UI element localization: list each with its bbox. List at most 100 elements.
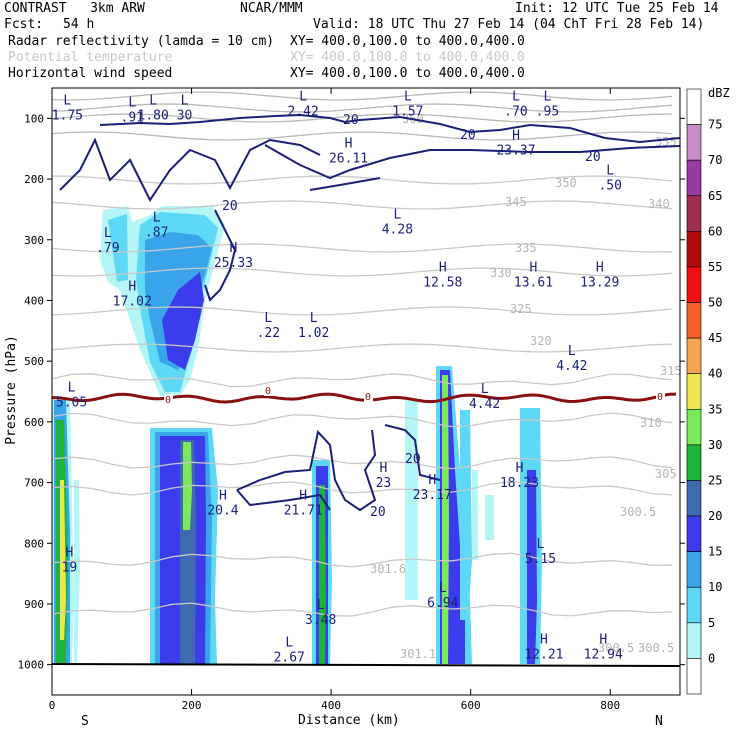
forecast-hours: 54 h (63, 17, 95, 32)
extremum-type: H (345, 137, 353, 152)
colorbar-level-label: 50 (708, 296, 722, 310)
field-3-xy: XY= 400.0,100.0 to 400.0,400.0 (290, 66, 525, 81)
extremum-value: .87 (145, 226, 168, 241)
field-1-name: Radar reflectivity (lamda = 10 cm) (8, 34, 275, 49)
theta-contour (52, 480, 673, 496)
extremum-value: 19 (62, 561, 78, 576)
extremum-value: 23 (376, 476, 392, 491)
extremum-type: L (512, 89, 520, 104)
extremum-value: 1.57 (392, 104, 423, 119)
freezing-level-label: 0 (165, 395, 171, 406)
column-390km-30dbz (319, 485, 326, 664)
wind-contour-label: 20 (405, 452, 421, 467)
theta-contour (52, 200, 673, 210)
theta-label: 300.5 (598, 641, 634, 655)
theta-contour (52, 454, 673, 470)
extremum-type: L (606, 163, 614, 178)
wind-contour-lower-west (236, 429, 377, 512)
extremum-type: L (181, 94, 189, 109)
column-565km-35dbz (442, 375, 449, 664)
colorbar-swatch (686, 195, 702, 232)
extremum-type: H (380, 461, 388, 476)
extremum-type: L (68, 381, 76, 396)
freezing-level-label: 0 (657, 392, 663, 403)
colorbar-level-label: 30 (708, 438, 722, 452)
y-tick-label: 100 (24, 112, 44, 125)
theta-label: 300.5 (620, 505, 656, 519)
extremum-type: H (530, 260, 538, 275)
extremum-type: L (544, 89, 552, 104)
extremum-type: H (540, 633, 548, 648)
colorbar-swatch (686, 302, 702, 339)
extremum-value: .95 (536, 104, 559, 119)
theta-contour (52, 306, 673, 316)
theta-label: 301.6 (370, 562, 406, 576)
extremum-type: L (128, 95, 136, 110)
extremum-value: 12.94 (584, 648, 623, 663)
column-south-fringe (74, 480, 80, 664)
field-2-xy: XY= 400.0,100.0 to 400.0,400.0 (290, 50, 525, 65)
extremum-type: L (439, 581, 447, 596)
extremum-type: L (299, 89, 307, 104)
wind-contour-lower-loop (236, 489, 331, 511)
wind-contour-label: 20 (222, 199, 238, 214)
theta-label: 305 (655, 467, 677, 481)
anvil-region-10dbz-west (108, 214, 128, 282)
y-tick-label: 800 (24, 537, 44, 550)
side-label-north: N (655, 714, 663, 729)
colorbar-swatch (686, 124, 702, 161)
theta-label: 325 (510, 302, 532, 316)
extremum-value: 2.42 (288, 104, 319, 119)
extremum-type: H (512, 129, 520, 144)
theta-contour (52, 243, 673, 253)
extremum-value: 4.28 (382, 223, 413, 238)
theta-contour (52, 552, 673, 568)
colorbar-level-label: 35 (708, 402, 722, 416)
y-tick-label: 700 (24, 477, 44, 490)
theta-contour (52, 103, 673, 113)
institution-label: NCAR/MMM (240, 1, 303, 16)
x-tick-label: 200 (182, 699, 202, 712)
extremum-value: 18.23 (500, 476, 539, 491)
freezing-level-label: 0 (265, 386, 271, 397)
colorbar-level-label: 10 (708, 580, 722, 594)
extremum-value: 2.67 (274, 651, 305, 666)
wind-contour-jet (59, 137, 321, 202)
column-620km-5dbz (485, 495, 494, 540)
freezing-level-group: 0 0 0 0 (52, 385, 677, 406)
theta-contour (52, 131, 673, 141)
extremum-value: 23.37 (496, 144, 535, 159)
field-3-name: Horizontal wind speed (8, 66, 173, 81)
x-tick-label: 400 (321, 699, 341, 712)
extremum-type: H (596, 260, 604, 275)
freezing-label-bg (364, 391, 373, 402)
wind-contour-label: 20 (343, 113, 359, 128)
field-2-name: Potential temperature (8, 50, 173, 65)
column-525km-5dbz (405, 400, 418, 600)
x-tick-label: 0 (49, 699, 56, 712)
extremum-type: L (317, 598, 325, 613)
extremum-type: H (516, 461, 524, 476)
theta-contour (52, 91, 673, 101)
column-600km-10dbz (460, 410, 472, 620)
model-label: CONTRAST 3km ARW (4, 1, 145, 16)
theta-label: 300.5 (638, 641, 674, 655)
extremum-type: H (219, 489, 227, 504)
extremum-value: 17.02 (113, 294, 152, 309)
extremum-value: 21.71 (284, 504, 323, 519)
extremum-value: 5.05 (56, 396, 87, 411)
theta-label: 315 (660, 364, 682, 378)
extremum-type: H (299, 489, 307, 504)
theta-contour (52, 175, 673, 185)
y-tick-label: 300 (24, 234, 44, 247)
side-label-south: S (81, 714, 89, 729)
wind-contour-segment (309, 177, 381, 191)
colorbar-level-label: 25 (708, 473, 722, 487)
theta-contour (52, 412, 673, 428)
wind-speed-contours (59, 113, 680, 512)
colorbar-swatch (686, 159, 702, 197)
extremum-value: .91 (121, 110, 144, 125)
theta-label: 320 (530, 334, 552, 348)
extremum-type: L (285, 636, 293, 651)
